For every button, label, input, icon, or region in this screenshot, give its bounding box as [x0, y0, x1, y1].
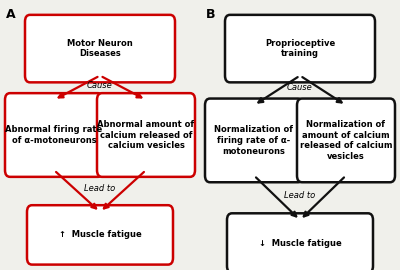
- Text: ↑  Muscle fatigue: ↑ Muscle fatigue: [59, 230, 141, 239]
- Text: ↓  Muscle fatigue: ↓ Muscle fatigue: [259, 238, 341, 248]
- FancyBboxPatch shape: [297, 99, 395, 182]
- Text: Abnormal amount of
calcium released of
calcium vesicles: Abnormal amount of calcium released of c…: [98, 120, 194, 150]
- Text: A: A: [6, 8, 16, 21]
- FancyBboxPatch shape: [97, 93, 195, 177]
- Text: Proprioceptive
training: Proprioceptive training: [265, 39, 335, 59]
- FancyBboxPatch shape: [225, 15, 375, 82]
- Text: B: B: [206, 8, 216, 21]
- Text: Abnormal firing rate
of α-motoneurons: Abnormal firing rate of α-motoneurons: [5, 125, 103, 145]
- Text: Lead to: Lead to: [84, 184, 116, 193]
- FancyBboxPatch shape: [205, 99, 303, 182]
- FancyBboxPatch shape: [5, 93, 103, 177]
- FancyBboxPatch shape: [25, 15, 175, 82]
- Text: Normalization of
firing rate of α-
motoneurons: Normalization of firing rate of α- moton…: [214, 125, 294, 156]
- Text: Motor Neuron
Diseases: Motor Neuron Diseases: [67, 39, 133, 59]
- Text: Cause: Cause: [287, 83, 313, 92]
- Text: Cause: Cause: [87, 80, 113, 90]
- FancyBboxPatch shape: [227, 213, 373, 270]
- FancyBboxPatch shape: [27, 205, 173, 265]
- Text: Normalization of
amount of calcium
released of calcium
vesicles: Normalization of amount of calcium relea…: [300, 120, 392, 161]
- Text: Lead to: Lead to: [284, 191, 316, 200]
